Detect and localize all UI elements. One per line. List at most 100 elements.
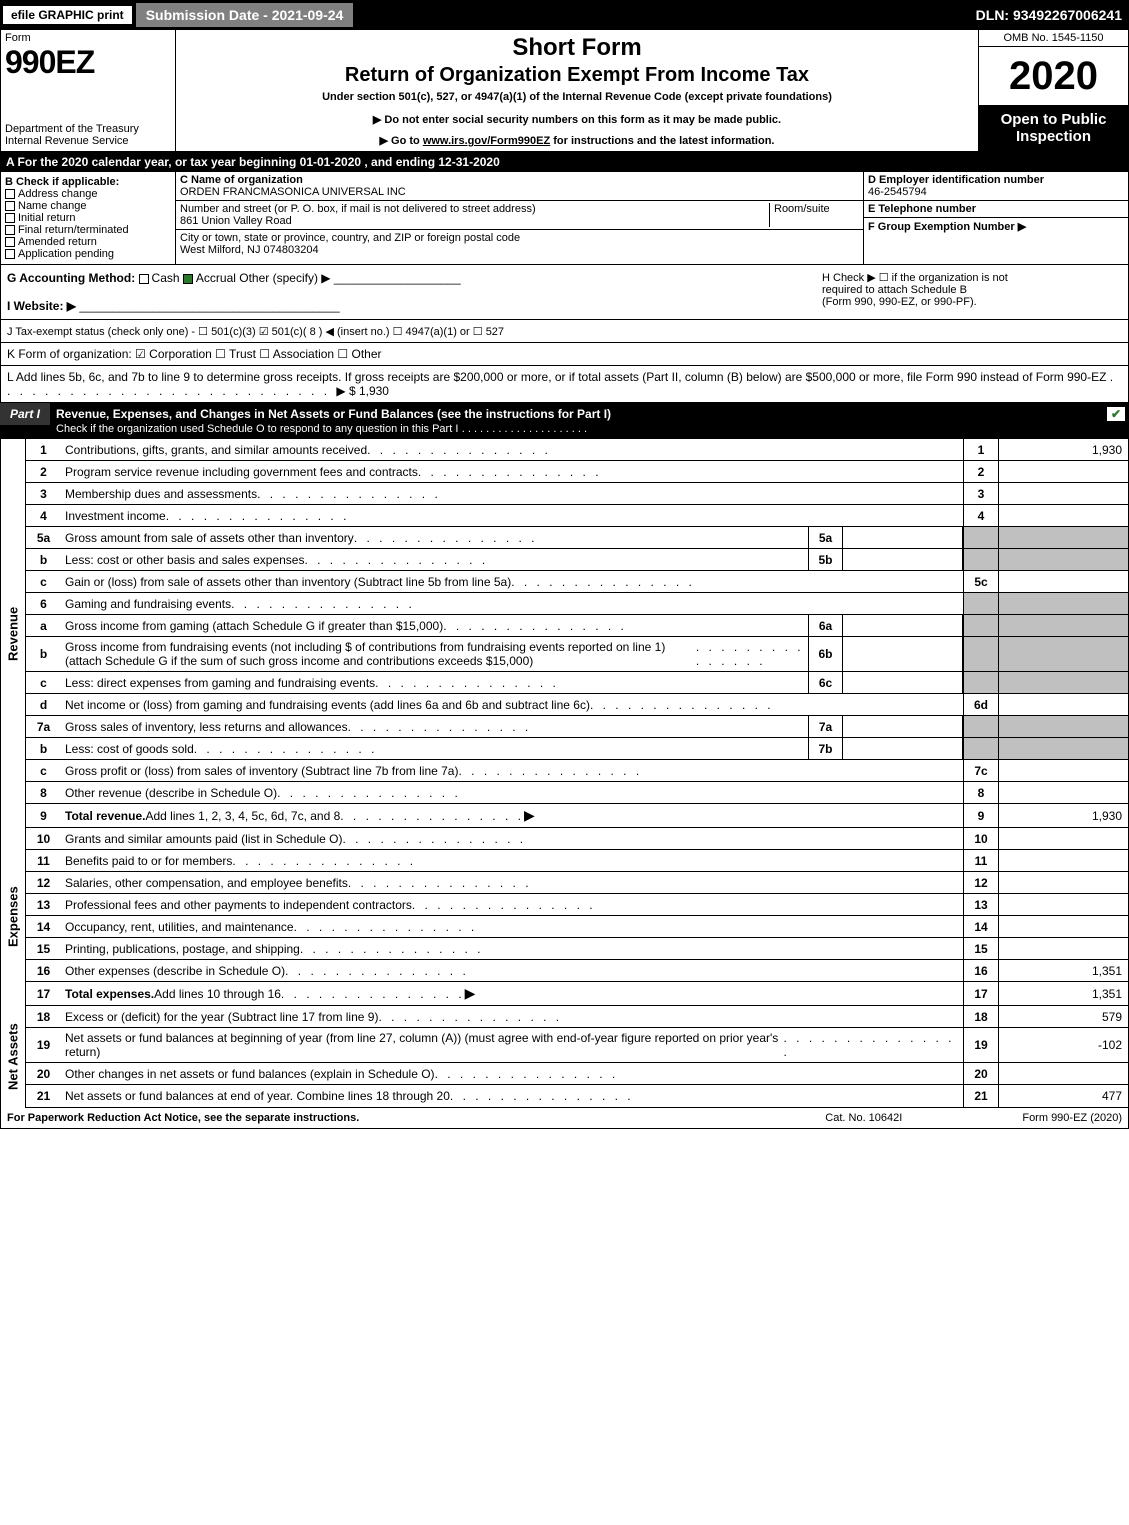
subbox-num: 7a	[808, 716, 843, 737]
subbox-num: 7b	[808, 738, 843, 759]
result-val	[998, 938, 1128, 959]
dots: . . . . . . . . . . . . . . .	[590, 698, 774, 712]
dots: . . . . . . . . . . . . . . .	[300, 942, 484, 956]
gh-row: G Accounting Method: Cash Accrual Other …	[0, 265, 1129, 320]
efile-label: efile GRAPHIC print	[3, 6, 132, 24]
checkbox-icon[interactable]	[5, 201, 15, 211]
l-text: L Add lines 5b, 6c, and 7b to line 9 to …	[7, 370, 1106, 384]
line-desc: Salaries, other compensation, and employ…	[61, 872, 963, 893]
check-final: Final return/terminated	[5, 224, 171, 236]
line-number: 7a	[26, 716, 61, 737]
line-number: 20	[26, 1063, 61, 1084]
part1-checkbox[interactable]: ✔	[1107, 407, 1125, 421]
line-desc: Gross income from gaming (attach Schedul…	[61, 615, 808, 636]
dln: DLN: 93492267006241	[976, 7, 1126, 23]
line-desc: Other expenses (describe in Schedule O) …	[61, 960, 963, 981]
city-value: West Milford, NJ 074803204	[180, 244, 319, 256]
h-line1: H Check ▶ ☐ if the organization is not	[822, 272, 1008, 284]
line-1: 1Contributions, gifts, grants, and simil…	[26, 439, 1128, 461]
line-number: 13	[26, 894, 61, 915]
result-val	[998, 828, 1128, 849]
line-number: 5a	[26, 527, 61, 548]
line-desc: Gain or (loss) from sale of assets other…	[61, 571, 963, 592]
b-header: B Check if applicable:	[5, 176, 171, 188]
subbox-num: 6b	[808, 637, 843, 671]
result-num: 8	[963, 782, 998, 803]
result-num: 5c	[963, 571, 998, 592]
dots: . . . . . . . . . . . . . . .	[367, 443, 551, 457]
rval-shaded	[998, 738, 1128, 759]
checkbox-icon[interactable]	[5, 189, 15, 199]
line-desc: Grants and similar amounts paid (list in…	[61, 828, 963, 849]
result-val	[998, 483, 1128, 504]
irs-link[interactable]: www.irs.gov/Form990EZ	[423, 135, 550, 147]
line-d: dNet income or (loss) from gaming and fu…	[26, 694, 1128, 716]
subbox-num: 5a	[808, 527, 843, 548]
dots: . . . . . . . . . . . . . . .	[443, 619, 627, 633]
j-text: J Tax-exempt status (check only one) - ☐…	[7, 326, 504, 338]
dots: . . . . . . . . . . . . . . .	[277, 786, 461, 800]
room-label: Room/suite	[774, 203, 830, 215]
rnum-shaded	[963, 672, 998, 693]
line-number: 1	[26, 439, 61, 460]
line-number: b	[26, 738, 61, 759]
part1-tag: Part I	[0, 403, 50, 425]
line-number: 15	[26, 938, 61, 959]
line-2: 2Program service revenue including gover…	[26, 461, 1128, 483]
result-val	[998, 694, 1128, 715]
line-21: 21Net assets or fund balances at end of …	[26, 1085, 1128, 1107]
section-b: B Check if applicable: Address change Na…	[1, 172, 176, 264]
checkbox-checked-icon[interactable]	[183, 274, 193, 284]
goto-instructions: ▶ Go to www.irs.gov/Form990EZ for instru…	[180, 134, 974, 147]
dots: . . . . . . . . . . . . . . .	[375, 676, 559, 690]
rval-shaded	[998, 593, 1128, 614]
line-desc: Excess or (deficit) for the year (Subtra…	[61, 1006, 963, 1027]
result-num: 7c	[963, 760, 998, 781]
result-val: 477	[998, 1085, 1128, 1107]
line-3: 3Membership dues and assessments . . . .…	[26, 483, 1128, 505]
line-desc: Contributions, gifts, grants, and simila…	[61, 439, 963, 460]
result-val	[998, 505, 1128, 526]
result-num: 14	[963, 916, 998, 937]
period-row: A For the 2020 calendar year, or tax yea…	[0, 152, 1129, 172]
line-8: 8Other revenue (describe in Schedule O) …	[26, 782, 1128, 804]
rval-shaded	[998, 615, 1128, 636]
checkbox-icon[interactable]	[5, 213, 15, 223]
rnum-shaded	[963, 527, 998, 548]
rnum-shaded	[963, 738, 998, 759]
line-desc: Membership dues and assessments . . . . …	[61, 483, 963, 504]
line-b: bLess: cost of goods sold . . . . . . . …	[26, 738, 1128, 760]
line-desc: Program service revenue including govern…	[61, 461, 963, 482]
line-desc: Gross income from fundraising events (no…	[61, 637, 808, 671]
result-num: 10	[963, 828, 998, 849]
revenue-table: 1Contributions, gifts, grants, and simil…	[25, 439, 1129, 828]
subbox-val	[843, 615, 963, 636]
checkbox-icon[interactable]	[5, 225, 15, 235]
j-row: J Tax-exempt status (check only one) - ☐…	[0, 320, 1129, 343]
result-val	[998, 782, 1128, 803]
line-number: c	[26, 760, 61, 781]
form-number: 990EZ	[1, 44, 175, 81]
line-number: 9	[26, 804, 61, 827]
checkbox-icon[interactable]	[5, 237, 15, 247]
dots: . . . . . . . . . . . . . . .	[285, 964, 469, 978]
expenses-side-label: Expenses	[0, 828, 25, 1006]
b-item: Initial return	[18, 212, 75, 224]
line-desc: Other changes in net assets or fund bala…	[61, 1063, 963, 1084]
b-item: Application pending	[18, 248, 114, 260]
group-exempt-label: F Group Exemption Number ▶	[868, 221, 1026, 233]
line-desc: Less: cost of goods sold . . . . . . . .…	[61, 738, 808, 759]
city-label: City or town, state or province, country…	[180, 232, 520, 244]
dots: . . . . . . . . . . . . . . .	[784, 1031, 960, 1059]
checkbox-icon[interactable]	[5, 249, 15, 259]
l-row: L Add lines 5b, 6c, and 7b to line 9 to …	[0, 366, 1129, 403]
subbox-num: 6a	[808, 615, 843, 636]
checkbox-icon[interactable]	[139, 274, 149, 284]
result-num: 18	[963, 1006, 998, 1027]
line-13: 13Professional fees and other payments t…	[26, 894, 1128, 916]
line-4: 4Investment income . . . . . . . . . . .…	[26, 505, 1128, 527]
line-desc: Total revenue. Add lines 1, 2, 3, 4, 5c,…	[61, 804, 963, 827]
department: Department of the Treasury Internal Reve…	[1, 119, 175, 151]
line-number: 18	[26, 1006, 61, 1027]
submission-date: Submission Date - 2021-09-24	[136, 3, 354, 27]
